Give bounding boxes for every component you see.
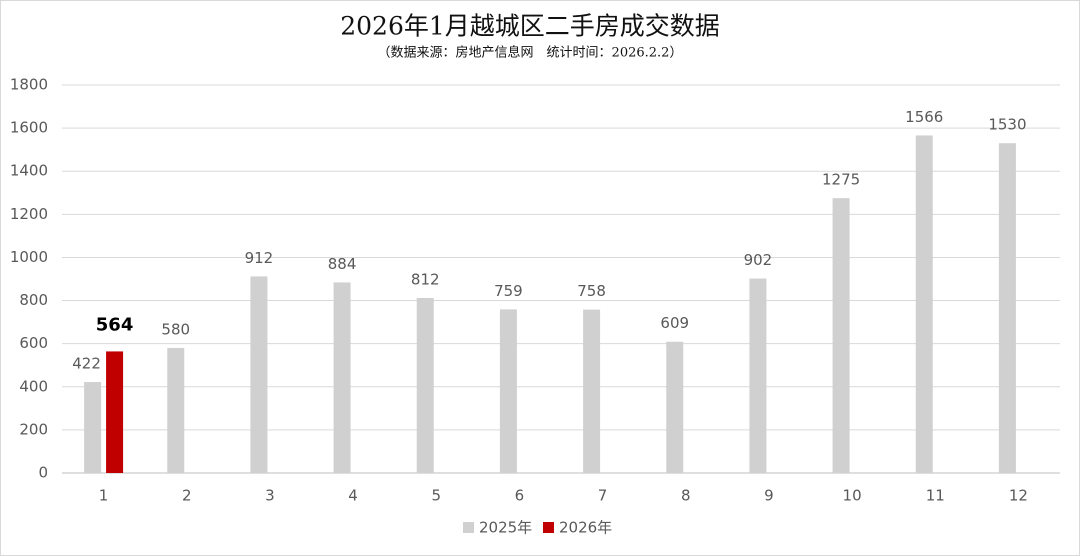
legend-label: 2025年 [479,519,532,537]
data-label: 759 [494,282,523,300]
bar [666,341,684,473]
x-tick-label: 9 [764,487,774,505]
x-tick-label: 8 [681,487,691,505]
x-tick-label: 12 [1009,487,1028,505]
y-tick-label: 600 [19,334,48,352]
data-label: 580 [161,320,190,338]
data-label: 758 [577,282,606,300]
x-tick-label: 2 [182,487,192,505]
bar [84,382,102,473]
legend-swatch [463,522,474,533]
bar [499,309,517,473]
x-tick-label: 10 [843,487,862,505]
data-label: 1530 [988,116,1026,134]
y-tick-label: 1800 [10,76,48,94]
y-tick-label: 1200 [10,205,48,223]
data-label: 884 [328,255,357,273]
y-tick-label: 1400 [10,162,48,180]
data-label: 609 [660,314,689,332]
bar [333,282,351,473]
legend-swatch [543,522,554,533]
data-label: 1566 [905,108,943,126]
y-tick-label: 200 [19,420,48,438]
data-label: 902 [744,251,773,269]
x-tick-label: 7 [598,487,608,505]
x-tick-label: 3 [265,487,275,505]
y-tick-label: 1000 [10,248,48,266]
legend-label: 2026年 [559,519,612,537]
bar [250,276,268,473]
data-label: 422 [72,355,101,373]
y-tick-label: 1600 [10,119,48,137]
data-label: 912 [245,249,274,267]
bar [106,351,124,473]
x-tick-label: 11 [926,487,945,505]
x-tick-label: 1 [99,487,109,505]
bar [749,278,767,473]
bar [915,135,933,473]
y-tick-label: 800 [19,291,48,309]
x-tick-label: 5 [431,487,441,505]
data-label: 564 [96,314,134,335]
chart-subtitle: （数据来源：房地产信息网 统计时间：2026.2.2） [378,45,683,61]
x-tick-label: 4 [348,487,358,505]
bar [998,143,1016,473]
bar [416,297,434,473]
data-label: 1275 [822,171,860,189]
data-label: 812 [411,270,440,288]
y-tick-label: 0 [38,464,48,482]
bar [167,347,185,473]
x-tick-label: 6 [515,487,525,505]
bar [832,198,850,473]
bar [583,309,601,473]
chart-title: 2026年1月越城区二手房成交数据 [340,12,720,41]
y-tick-label: 400 [19,377,48,395]
